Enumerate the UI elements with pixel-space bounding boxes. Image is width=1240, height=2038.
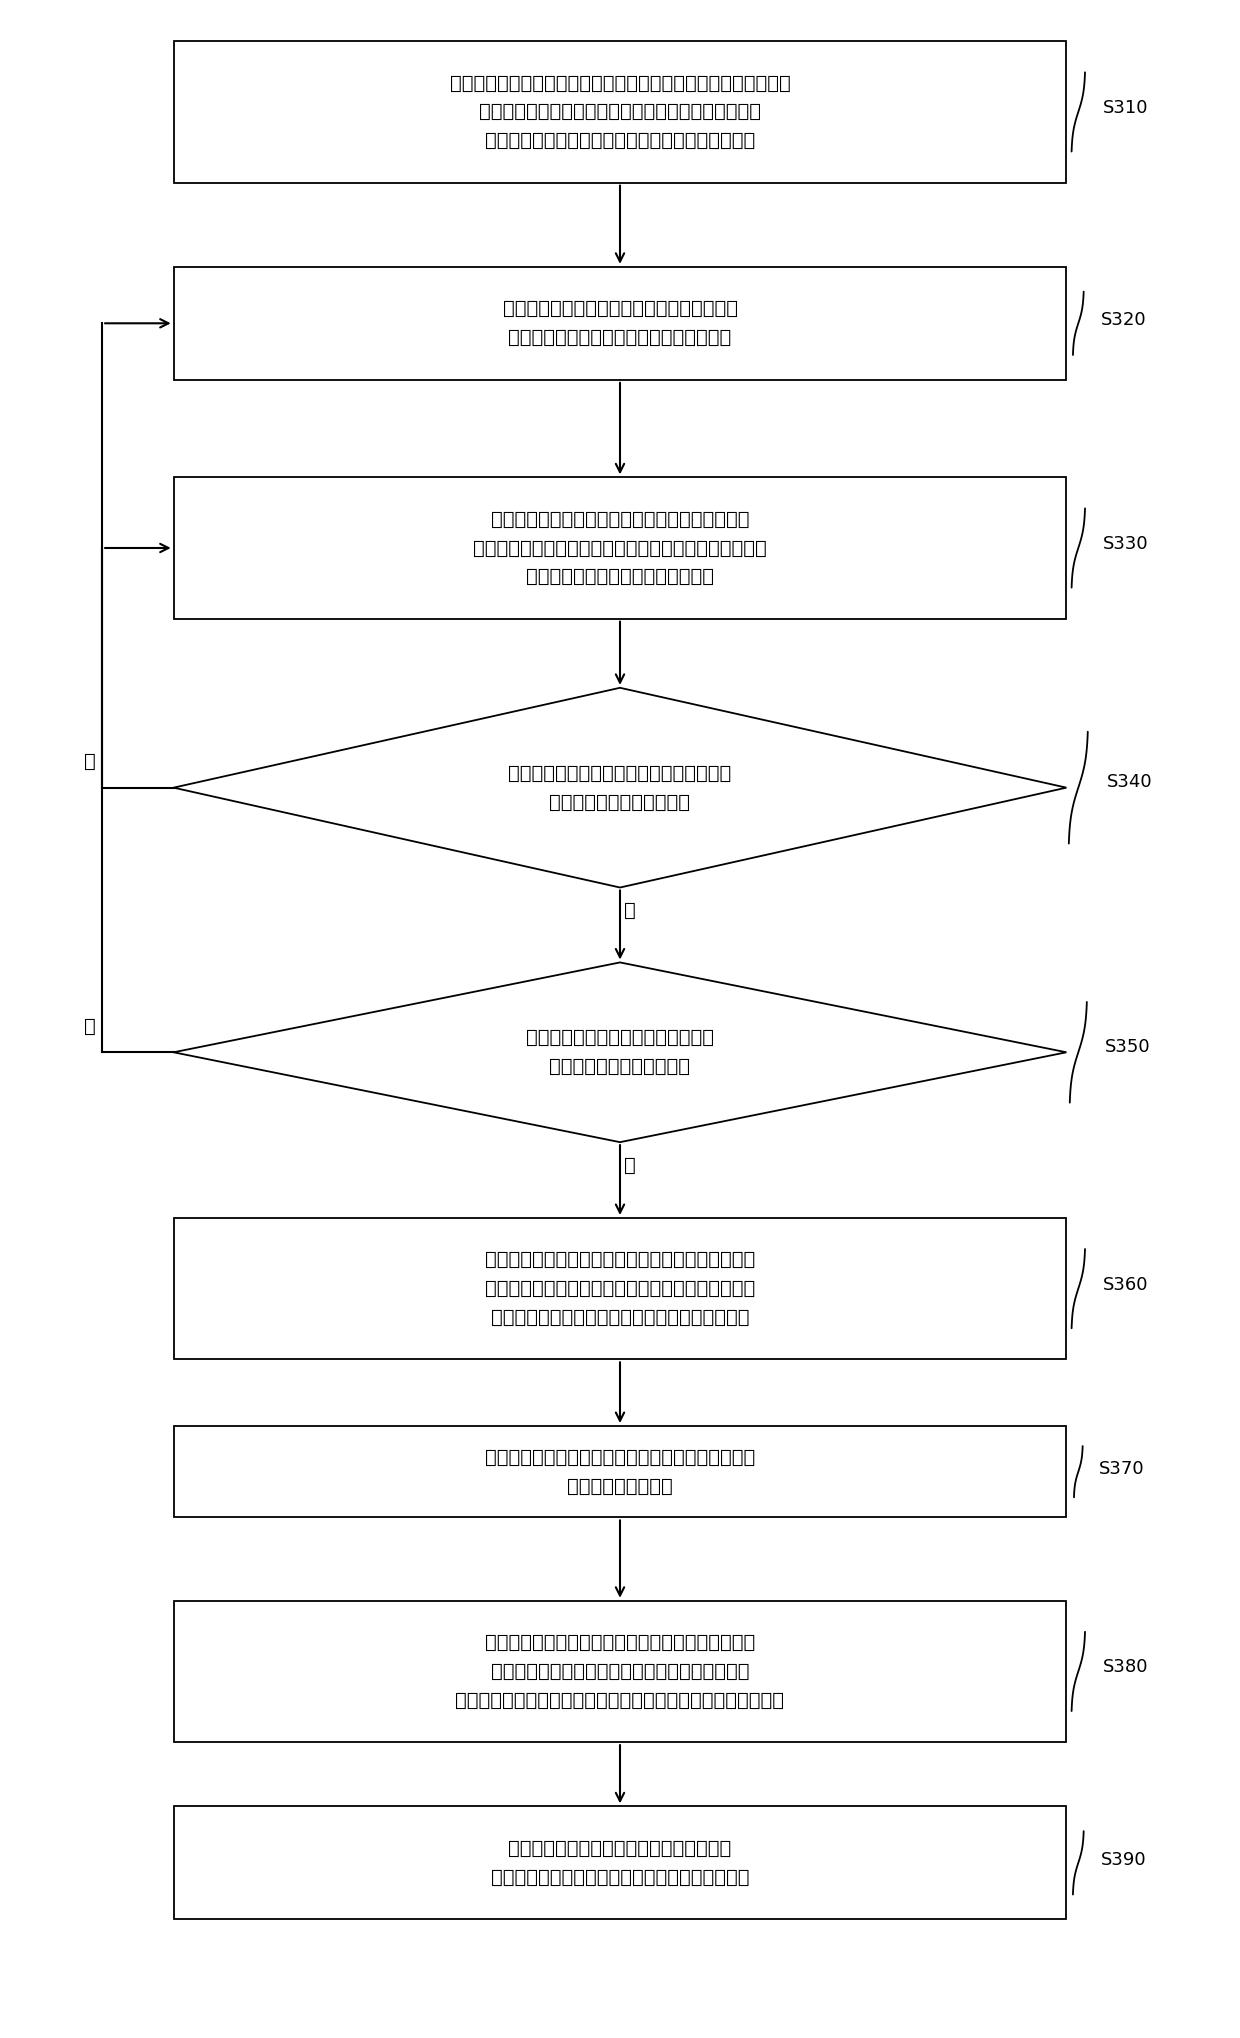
FancyBboxPatch shape: [174, 267, 1066, 379]
Text: 是: 是: [624, 1156, 635, 1176]
Text: S320: S320: [1101, 312, 1146, 328]
Text: 基于所述电力系统的电力参数以及潮流方程，
计算所述电力系统中各节点的目标电力参数: 基于所述电力系统的电力参数以及潮流方程， 计算所述电力系统中各节点的目标电力参数: [502, 300, 738, 346]
FancyBboxPatch shape: [174, 41, 1066, 183]
Text: 基于所述供热系统的水力参数、水流连续性方程、
回路压降方程、压损方程、以及温度与流量之间的关系，
计算所述供热系统中各节点水的流量: 基于所述供热系统的水力参数、水流连续性方程、 回路压降方程、压损方程、以及温度与…: [474, 510, 766, 587]
Text: 判断所述电力系统中各节点的目标电力参数
是否满足第一预设收敛条件: 判断所述电力系统中各节点的目标电力参数 是否满足第一预设收敛条件: [508, 764, 732, 811]
Polygon shape: [174, 687, 1066, 887]
Text: S380: S380: [1102, 1659, 1148, 1677]
Text: S330: S330: [1102, 536, 1148, 552]
Text: 获取电热联合系统的参数，其中，所述电热联合系统包括电力系统
和供热系统，所述参数包括所述电力系统的电力参数、
所述供热系统的水力参数和所述供热系统的热力参数: 获取电热联合系统的参数，其中，所述电热联合系统包括电力系统 和供热系统，所述参数…: [450, 73, 790, 151]
FancyBboxPatch shape: [174, 1600, 1066, 1742]
Polygon shape: [174, 962, 1066, 1141]
Text: 将所述热源节点和所述负荷节点进行分层，构建所述
供热系统的拓扑结构: 将所述热源节点和所述负荷节点进行分层，构建所述 供热系统的拓扑结构: [485, 1447, 755, 1496]
Text: S340: S340: [1106, 772, 1152, 791]
Text: S310: S310: [1102, 100, 1148, 116]
Text: S350: S350: [1105, 1037, 1151, 1056]
Text: S390: S390: [1101, 1851, 1146, 1869]
Text: 是: 是: [624, 901, 635, 919]
Text: 否: 否: [84, 752, 97, 770]
Text: 将所述电力系统中各节点的目标电力参数，
以及所述供热系统中各节点的温度和水的流量输出: 将所述电力系统中各节点的目标电力参数， 以及所述供热系统中各节点的温度和水的流量…: [491, 1838, 749, 1887]
FancyBboxPatch shape: [174, 1219, 1066, 1359]
Text: 搜索所述供热系统中的热源节点和负荷节点，其中，
所述热源节点为具有外部热源进行热量输入的节点，
所述负荷节点为没有外部热源进行热量输入的节点: 搜索所述供热系统中的热源节点和负荷节点，其中， 所述热源节点为具有外部热源进行热…: [485, 1251, 755, 1327]
FancyBboxPatch shape: [174, 1806, 1066, 1920]
Text: 否: 否: [84, 1017, 97, 1035]
Text: 判断所述供热系统中各节点水的流量
是否满足第二预设收敛条件: 判断所述供热系统中各节点水的流量 是否满足第二预设收敛条件: [526, 1029, 714, 1076]
Text: S370: S370: [1099, 1459, 1145, 1478]
Text: S360: S360: [1102, 1276, 1148, 1294]
FancyBboxPatch shape: [174, 1427, 1066, 1518]
FancyBboxPatch shape: [174, 477, 1066, 620]
Text: 在所述供热系统的拓扑结构中，基于所述供热系统的
热力参数、所述供热系统中各节点水的流量，以及
温度与水的流量之间的关系，确定所述供热系统中各节点的温度: 在所述供热系统的拓扑结构中，基于所述供热系统的 热力参数、所述供热系统中各节点水…: [455, 1632, 785, 1710]
